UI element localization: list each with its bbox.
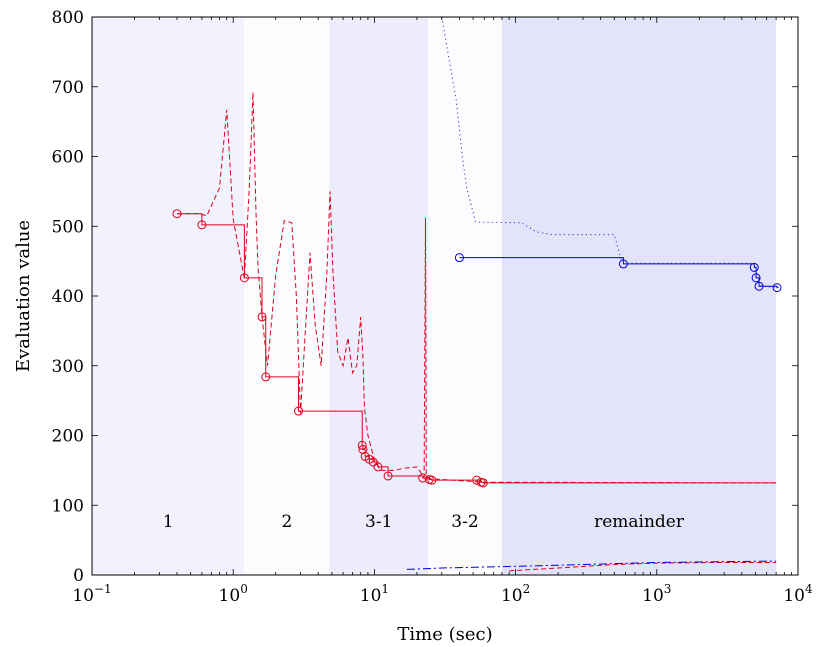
- point-blue-solid-0: [454, 253, 464, 263]
- phase-label-0: 1: [163, 512, 174, 532]
- series-line-red-dashed-bottom: [509, 561, 777, 572]
- y-tick-label-1: 100: [52, 496, 84, 516]
- y-axis-label: Evaluation value: [13, 220, 34, 372]
- y-tick-label-3: 300: [52, 357, 84, 377]
- series-line-blue-dashdot: [406, 560, 777, 570]
- point-red-solid-11: [373, 462, 383, 472]
- phase-band-2: [329, 17, 429, 575]
- y-tick-label-0: 0: [73, 566, 84, 586]
- point-red-solid-10: [368, 457, 378, 467]
- point-red-solid-13: [418, 473, 428, 483]
- y-tick-label-8: 800: [52, 8, 84, 28]
- y-tick-label-7: 700: [52, 78, 84, 98]
- x-tick-label-2: 101: [360, 582, 389, 606]
- phase-band-0: [92, 17, 245, 575]
- point-red-solid-18: [478, 478, 488, 488]
- phase-bands: [92, 17, 777, 575]
- series-layer: [172, 16, 782, 572]
- point-blue-solid-2: [749, 262, 759, 272]
- phase-label-1: 2: [281, 512, 292, 532]
- x-tick-label-0: 10−1: [72, 582, 111, 606]
- phase-band-1: [244, 17, 330, 575]
- series-line-blue-solid: [459, 257, 779, 289]
- phase-label-2: 3-1: [365, 512, 392, 532]
- x-tick-labels: 10−1 100 101 102 103 104: [72, 582, 813, 606]
- point-red-solid-4: [261, 372, 271, 382]
- y-tick-label-5: 500: [52, 217, 84, 237]
- point-red-solid-12: [383, 471, 393, 481]
- phase-band-4: [501, 17, 777, 575]
- x-tick-label-1: 100: [219, 582, 248, 606]
- y-tick-label-2: 200: [52, 427, 84, 447]
- plot-frame: [91, 16, 799, 576]
- point-blue-solid-1: [618, 259, 628, 269]
- point-blue-solid-5: [772, 283, 782, 293]
- y-tick-labels: 0 100 200 300 400 500 600 700 800: [52, 8, 84, 586]
- y-tick-label-6: 600: [52, 148, 84, 168]
- point-red-solid-5: [293, 406, 303, 416]
- phase-labels: 1 2 3-1 3-2 remainder: [163, 512, 685, 532]
- x-tick-label-5: 104: [783, 582, 813, 606]
- phase-label-4: remainder: [594, 512, 685, 532]
- point-red-solid-15: [427, 475, 437, 485]
- point-blue-solid-3: [751, 273, 761, 283]
- x-tick-label-3: 102: [501, 582, 530, 606]
- x-axis-label: Time (sec): [397, 624, 492, 645]
- x-tick-label-4: 103: [642, 582, 671, 606]
- point-red-solid-7: [358, 444, 368, 454]
- phase-label-3: 3-2: [451, 512, 478, 532]
- y-tick-label-4: 400: [52, 287, 84, 307]
- series-line-blue-dotted: [441, 16, 778, 289]
- series-line-red-dashed: [177, 92, 777, 484]
- point-red-solid-1: [197, 220, 207, 230]
- point-red-solid-6: [357, 440, 367, 450]
- phase-band-3: [428, 17, 502, 575]
